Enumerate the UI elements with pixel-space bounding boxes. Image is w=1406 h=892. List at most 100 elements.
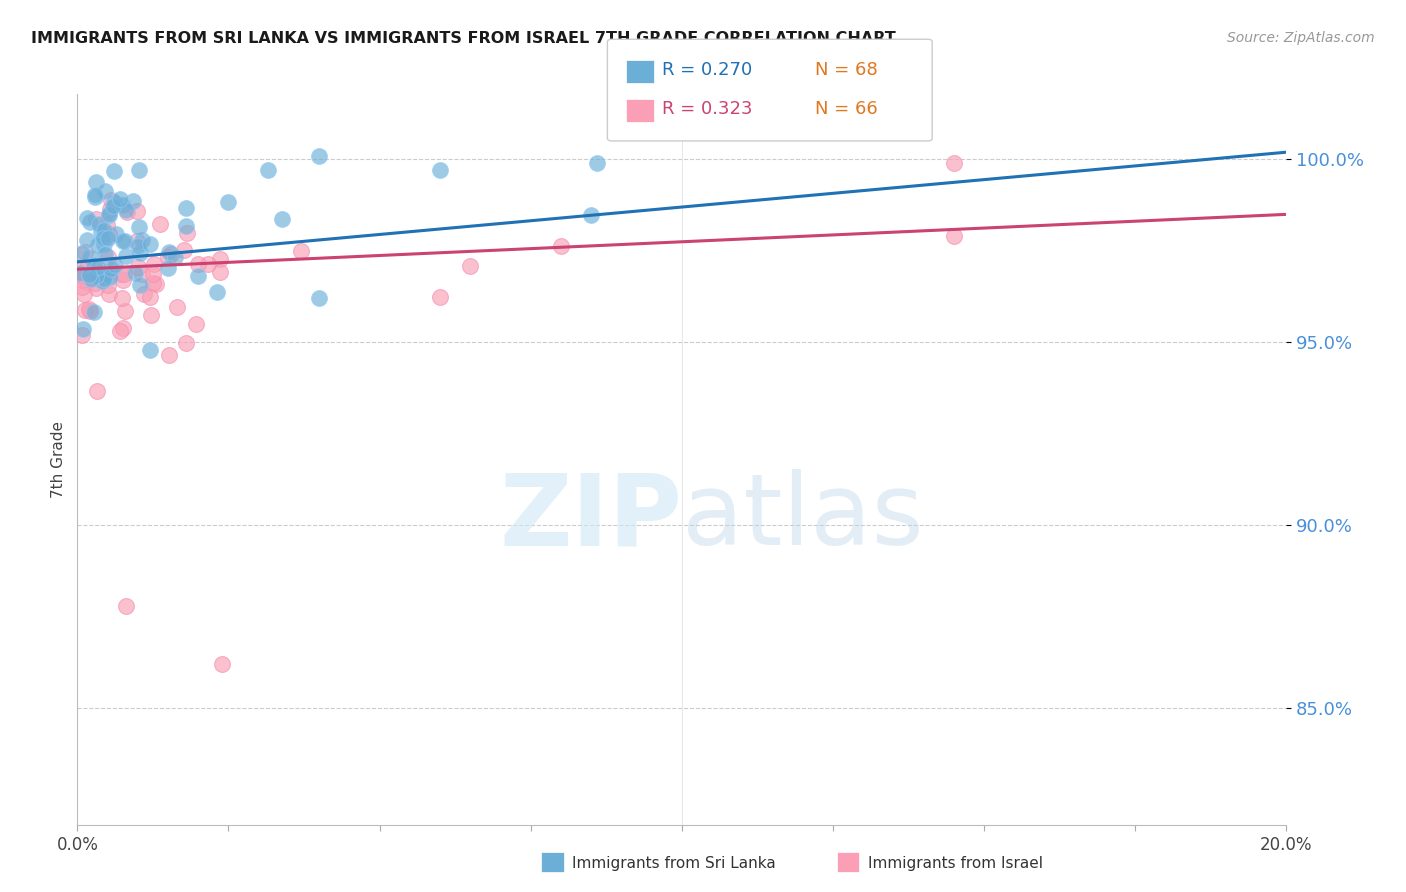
Text: atlas: atlas: [682, 469, 924, 566]
Point: [308, 292, 330, 306]
Point: [111, 198, 134, 212]
Point: [79, 215, 101, 229]
Text: Immigrants from Israel: Immigrants from Israel: [868, 856, 1042, 871]
Point: [93, 184, 115, 198]
Point: [115, 249, 138, 263]
Point: [211, 657, 233, 672]
Point: [86, 260, 108, 275]
Point: [114, 234, 136, 248]
Text: R = 0.270: R = 0.270: [662, 61, 752, 78]
Point: [139, 290, 162, 304]
Point: [98, 208, 121, 222]
Point: [942, 229, 965, 244]
Point: [86, 384, 108, 399]
Point: [70, 246, 93, 260]
Point: [187, 268, 209, 283]
Point: [70, 279, 93, 293]
Point: [205, 285, 228, 299]
Point: [100, 193, 122, 207]
Point: [160, 247, 183, 261]
Point: [271, 211, 294, 226]
Point: [97, 250, 120, 264]
Point: [70, 272, 93, 286]
Point: [97, 286, 120, 301]
Point: [108, 324, 131, 338]
Point: [308, 149, 330, 163]
Point: [186, 317, 208, 331]
Point: [290, 244, 312, 258]
Point: [96, 277, 118, 292]
Point: [79, 268, 101, 282]
Point: [97, 227, 120, 242]
Point: [163, 251, 186, 265]
Point: [114, 203, 136, 218]
Point: [176, 227, 198, 241]
Point: [111, 321, 134, 335]
Point: [142, 257, 165, 271]
Point: [134, 287, 156, 301]
Text: IMMIGRANTS FROM SRI LANKA VS IMMIGRANTS FROM ISRAEL 7TH GRADE CORRELATION CHART: IMMIGRANTS FROM SRI LANKA VS IMMIGRANTS …: [31, 31, 896, 46]
Point: [101, 199, 124, 213]
Text: R = 0.323: R = 0.323: [662, 100, 752, 118]
Point: [70, 268, 93, 282]
Point: [128, 163, 150, 178]
Point: [96, 231, 118, 245]
Point: [157, 261, 180, 276]
Point: [79, 304, 101, 318]
Point: [84, 276, 107, 290]
Point: [125, 235, 148, 249]
Point: [84, 211, 107, 226]
Point: [79, 250, 101, 264]
Point: [84, 187, 107, 202]
Point: [942, 156, 965, 170]
Point: [72, 268, 94, 283]
Point: [105, 227, 128, 242]
Point: [111, 291, 134, 305]
Point: [586, 156, 609, 170]
Point: [128, 278, 150, 293]
Point: [98, 270, 121, 285]
Point: [142, 277, 165, 291]
Point: [174, 335, 197, 350]
Point: [112, 273, 135, 287]
Point: [139, 343, 162, 357]
Point: [91, 230, 114, 244]
Point: [257, 163, 280, 178]
Point: [131, 267, 153, 281]
Point: [103, 164, 125, 178]
Point: [128, 219, 150, 234]
Point: [166, 300, 188, 314]
Point: [117, 205, 139, 219]
Point: [89, 266, 111, 280]
Point: [127, 260, 149, 274]
Point: [90, 225, 112, 239]
Point: [76, 233, 98, 247]
Point: [157, 348, 180, 362]
Text: N = 68: N = 68: [815, 61, 879, 78]
Point: [72, 322, 94, 336]
Point: [93, 223, 115, 237]
Text: N = 66: N = 66: [815, 100, 879, 118]
Point: [84, 268, 107, 283]
Point: [93, 237, 115, 252]
Point: [87, 217, 110, 231]
Point: [83, 305, 105, 319]
Point: [98, 207, 121, 221]
Point: [104, 258, 127, 272]
Point: [127, 239, 149, 253]
Text: Source: ZipAtlas.com: Source: ZipAtlas.com: [1227, 31, 1375, 45]
Point: [218, 195, 240, 210]
Point: [83, 258, 105, 272]
Point: [209, 252, 232, 266]
Point: [93, 272, 115, 286]
Point: [187, 257, 209, 271]
Point: [73, 287, 96, 301]
Point: [112, 234, 135, 248]
Point: [429, 290, 451, 304]
Point: [76, 261, 98, 276]
Point: [157, 245, 180, 260]
Point: [142, 268, 165, 282]
Point: [86, 237, 108, 252]
Point: [114, 303, 136, 318]
Point: [173, 243, 195, 257]
